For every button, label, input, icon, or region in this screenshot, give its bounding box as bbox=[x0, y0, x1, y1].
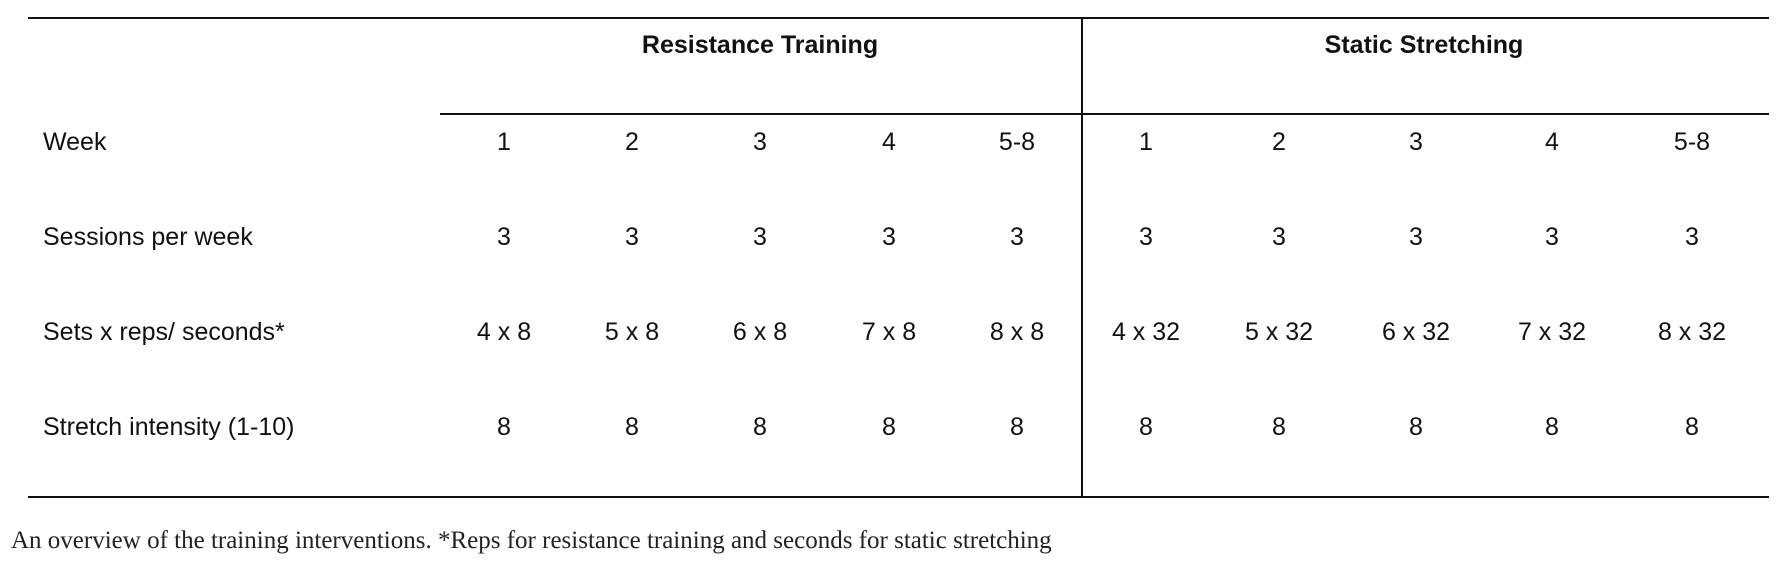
table-cell: 4 bbox=[882, 128, 896, 156]
table-caption: An overview of the training intervention… bbox=[11, 527, 1052, 554]
table-cell: 3 bbox=[497, 223, 511, 251]
group-header-static-stretching: Static Stretching bbox=[1324, 31, 1524, 59]
table-cell: 5-8 bbox=[1673, 128, 1711, 156]
group-header-resistance-training: Resistance Training bbox=[641, 31, 879, 59]
table-cell: 8 bbox=[497, 413, 511, 441]
table-bottom-rule bbox=[28, 496, 1769, 498]
row-label-week: Week bbox=[43, 128, 107, 156]
table-top-rule bbox=[28, 17, 1769, 19]
table-cell: 2 bbox=[1272, 128, 1286, 156]
table-cell: 4 x 8 bbox=[476, 318, 532, 346]
table-cell: 5 x 32 bbox=[1244, 318, 1314, 346]
table-cell: 3 bbox=[1139, 223, 1153, 251]
table-cell: 7 x 8 bbox=[861, 318, 917, 346]
group-divider bbox=[1081, 17, 1083, 498]
table-cell: 3 bbox=[1409, 223, 1423, 251]
table-cell: 1 bbox=[1139, 128, 1153, 156]
row-label-sets-x-reps-seconds: Sets x reps/ seconds* bbox=[43, 318, 285, 346]
table-cell: 3 bbox=[1545, 223, 1559, 251]
table-cell: 2 bbox=[625, 128, 639, 156]
row-label-stretch-intensity-1-10: Stretch intensity (1-10) bbox=[43, 413, 295, 441]
table-cell: 3 bbox=[1685, 223, 1699, 251]
table-cell: 3 bbox=[753, 223, 767, 251]
table-cell: 8 bbox=[625, 413, 639, 441]
table-cell: 3 bbox=[753, 128, 767, 156]
table-cell: 8 x 8 bbox=[989, 318, 1045, 346]
table-cell: 5-8 bbox=[998, 128, 1036, 156]
table-cell: 3 bbox=[1010, 223, 1024, 251]
table-cell: 8 bbox=[882, 413, 896, 441]
table-cell: 8 bbox=[1545, 413, 1559, 441]
table-cell: 4 bbox=[1545, 128, 1559, 156]
table-cell: 8 bbox=[1409, 413, 1423, 441]
table-cell: 8 x 32 bbox=[1657, 318, 1727, 346]
table-cell: 5 x 8 bbox=[604, 318, 660, 346]
table-cell: 6 x 8 bbox=[732, 318, 788, 346]
table-cell: 8 bbox=[1139, 413, 1153, 441]
table-cell: 7 x 32 bbox=[1517, 318, 1587, 346]
row-label-sessions-per-week: Sessions per week bbox=[43, 223, 253, 251]
table-cell: 3 bbox=[1272, 223, 1286, 251]
table-cell: 8 bbox=[1272, 413, 1286, 441]
table-cell: 3 bbox=[882, 223, 896, 251]
table-cell: 6 x 32 bbox=[1381, 318, 1451, 346]
table-cell: 3 bbox=[625, 223, 639, 251]
table-cell: 1 bbox=[497, 128, 511, 156]
table-cell: 8 bbox=[1010, 413, 1024, 441]
table-cell: 3 bbox=[1409, 128, 1423, 156]
table-cell: 8 bbox=[1685, 413, 1699, 441]
table-cell: 4 x 32 bbox=[1111, 318, 1181, 346]
table-cell: 8 bbox=[753, 413, 767, 441]
group-header-rule bbox=[440, 113, 1769, 115]
